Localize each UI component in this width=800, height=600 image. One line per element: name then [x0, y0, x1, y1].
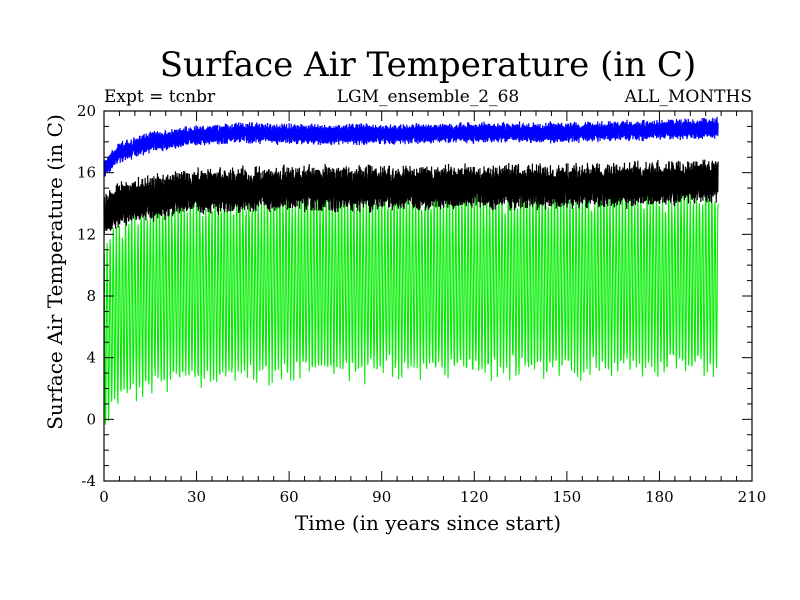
y-tick-label: 16	[77, 164, 96, 182]
x-tick-label: 210	[738, 488, 767, 506]
series-lower-line	[103, 182, 719, 425]
series-upper	[103, 116, 719, 177]
x-tick-label: 90	[372, 488, 391, 506]
chart-subtitle-center: LGM_ensemble_2_68	[337, 87, 520, 107]
y-tick-label: 4	[86, 349, 96, 367]
series-upper-line	[103, 116, 719, 177]
x-tick-label: 150	[553, 488, 582, 506]
series-middle	[103, 159, 719, 234]
x-tick-label: 30	[187, 488, 206, 506]
chart-title: Surface Air Temperature (in C)	[160, 45, 696, 85]
y-tick-label: 20	[77, 102, 96, 120]
chart-subtitle-right: ALL_MONTHS	[624, 87, 752, 107]
y-tick-label: 0	[86, 410, 96, 428]
x-axis-label: Time (in years since start)	[295, 511, 561, 535]
y-tick-label: 12	[77, 225, 96, 243]
x-tick-label: 0	[99, 488, 109, 506]
series-lower	[103, 182, 719, 425]
series-layer	[103, 116, 719, 425]
x-tick-label: 60	[280, 488, 299, 506]
y-tick-label: -4	[81, 472, 96, 490]
chart-subtitle-left: Expt = tcnbr	[104, 87, 216, 107]
x-tick-label: 120	[460, 488, 489, 506]
y-tick-label: 8	[86, 287, 96, 305]
y-axis-label: Surface Air Temperature (in C)	[43, 114, 67, 430]
x-tick-label: 180	[645, 488, 674, 506]
plot-frame	[103, 110, 753, 482]
series-middle-line	[103, 159, 719, 234]
